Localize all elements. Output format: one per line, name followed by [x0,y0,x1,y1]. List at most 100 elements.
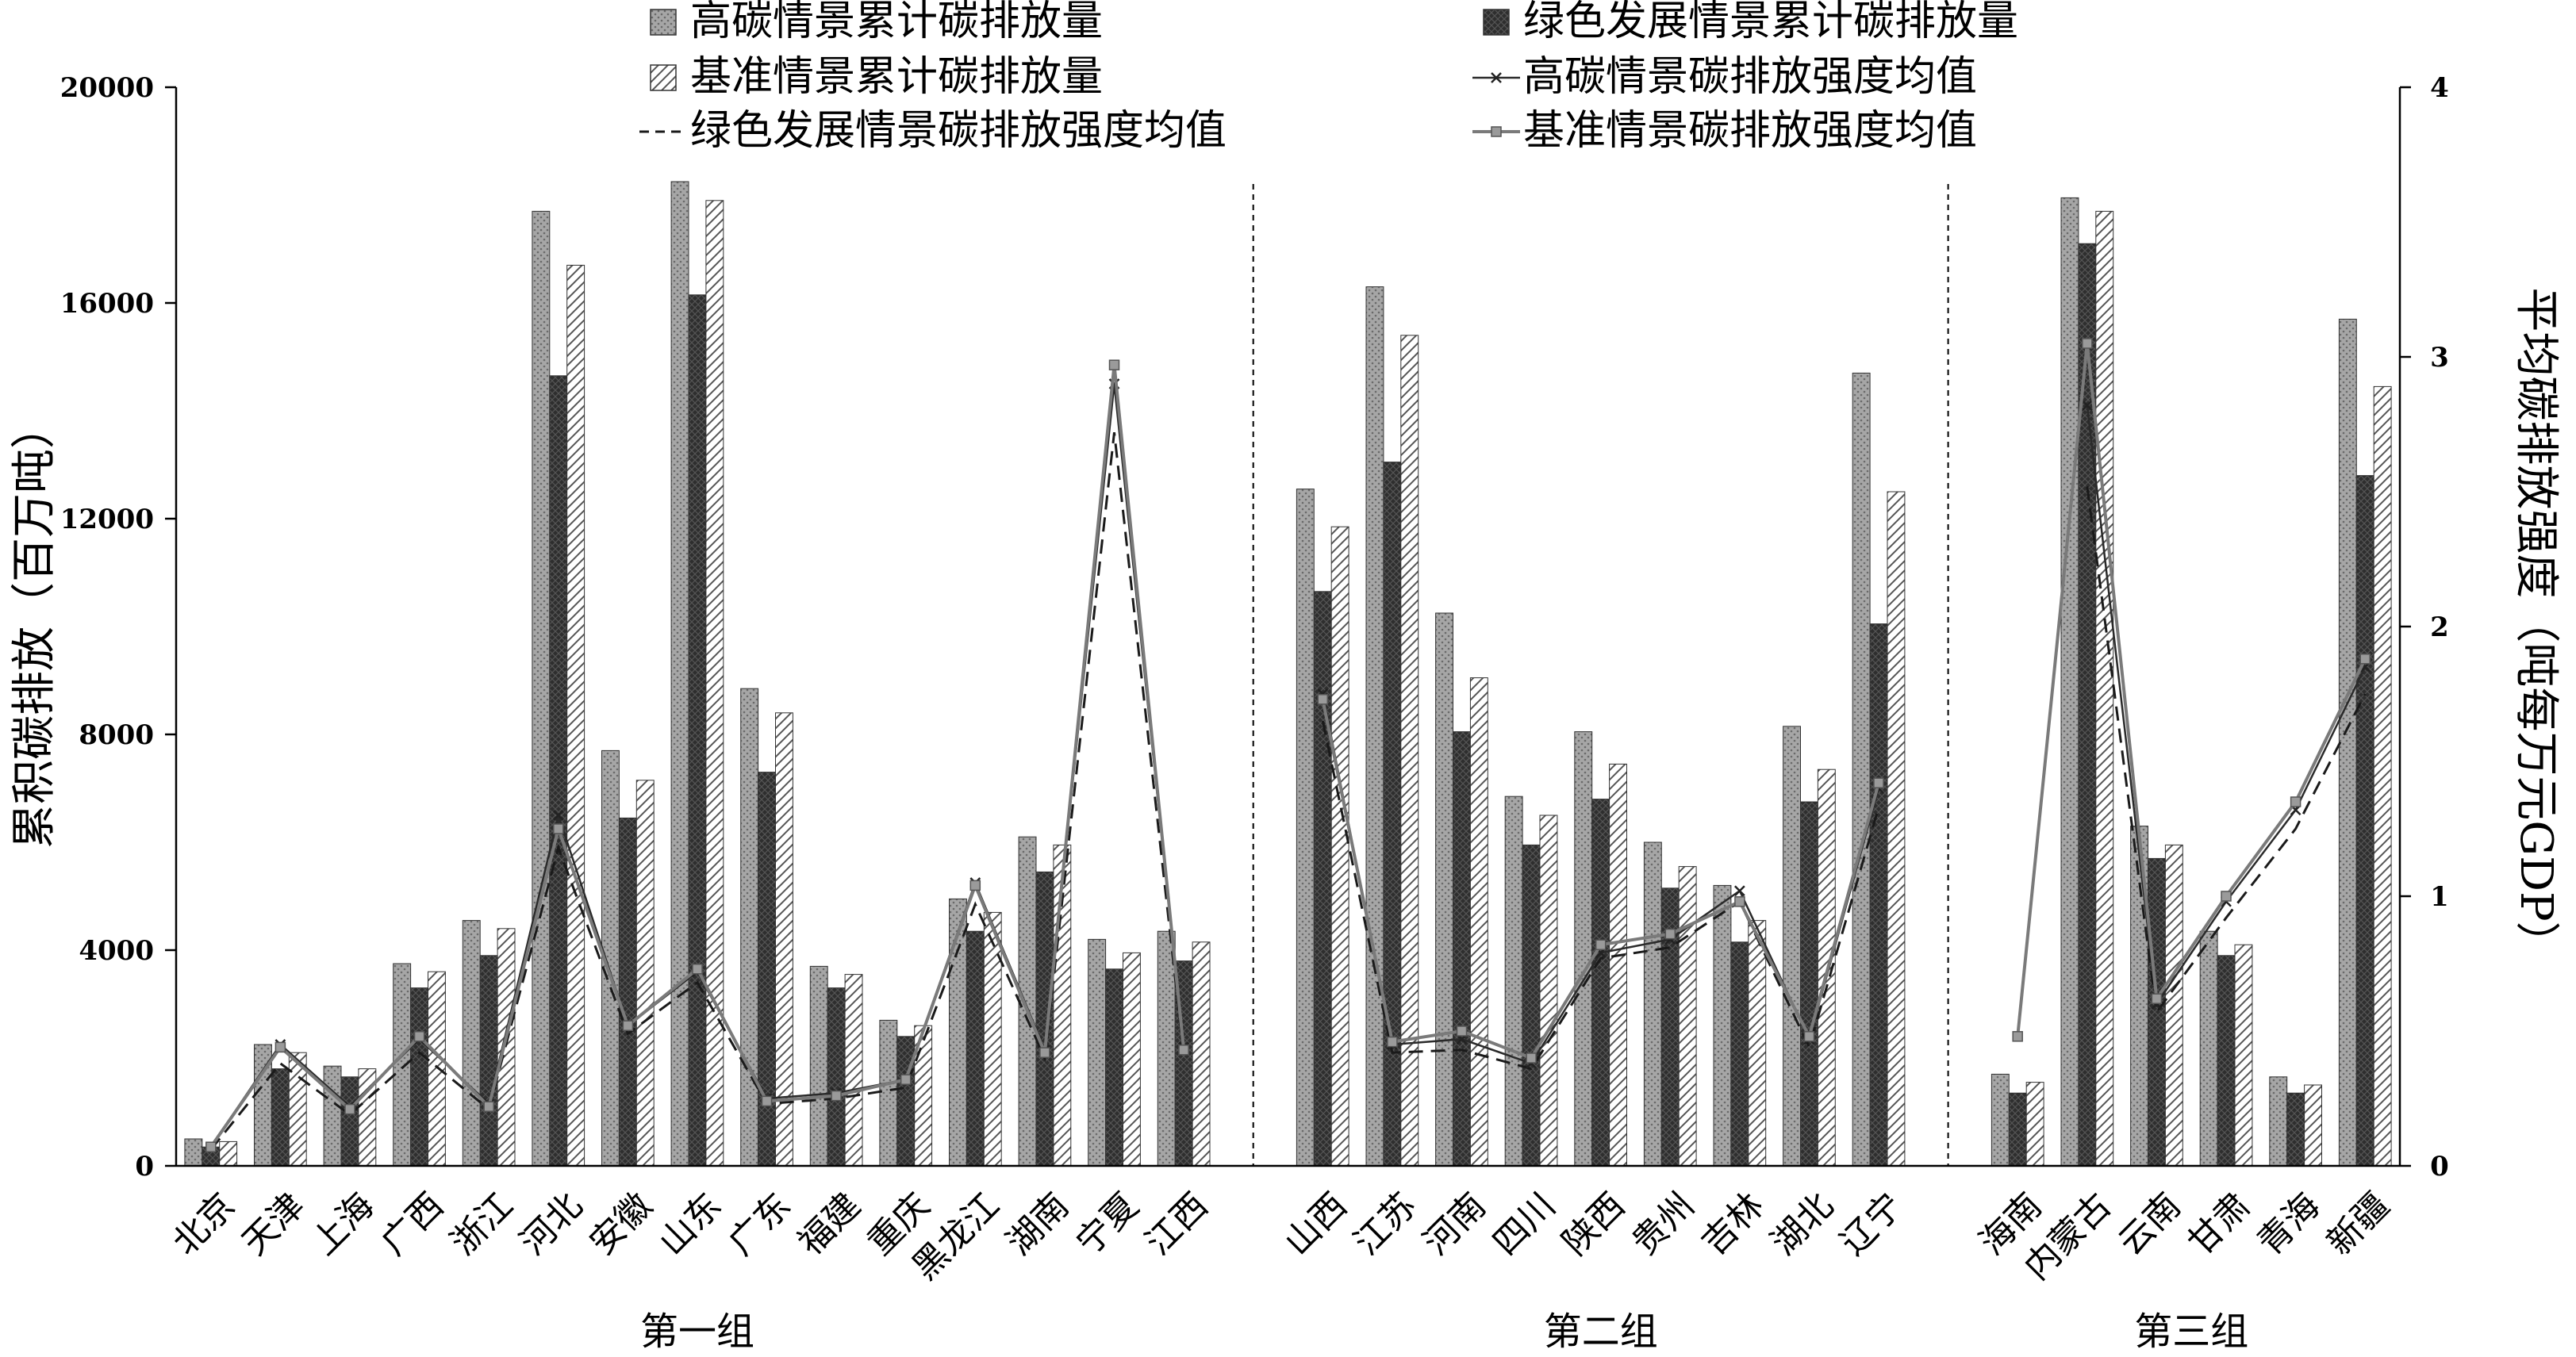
line-green-intensity [209,432,1185,1151]
bar-high-emission [1018,836,1037,1167]
line-base-intensity [2016,343,2367,1037]
category-label: 北京 [165,1185,243,1263]
point-base-intensity [2012,1031,2023,1042]
legend-label-high-emission: 高碳情景累计碳排放量 [690,0,1103,45]
bar-high-emission [1157,930,1176,1167]
bar-base-emission [2373,385,2392,1167]
point-base-intensity [1456,1025,1468,1037]
bar-green-emission [758,772,776,1167]
category-label: 宁夏 [1069,1185,1146,1263]
bar-base-emission [566,264,585,1167]
group-label: 第二组 [1544,1309,1658,1354]
legend-marker-high-intensity [1491,72,1502,83]
left-axis-title: 累积碳排放（百万吨） [9,404,60,849]
category-label: 江西 [1138,1185,1215,1263]
bar-high-emission [2130,826,2149,1167]
bar-high-emission [2269,1076,2288,1167]
bar-high-emission [1365,286,1384,1167]
bar-green-emission [966,930,985,1167]
category-label: 河南 [1416,1185,1494,1263]
bar-green-emission [2286,1092,2305,1167]
bar-green-emission [1800,801,1818,1167]
group-label: 第三组 [2134,1309,2248,1354]
bar-high-emission [1643,841,1662,1167]
point-base-intensity [1803,1031,1815,1042]
point-base-intensity [1664,928,1676,940]
left-tick-label: 0 [135,1151,154,1183]
point-base-intensity [1734,896,1745,907]
bar-green-emission [2078,243,2097,1167]
legend-label-base-intensity: 基准情景碳排放强度均值 [1523,107,1977,155]
point-base-intensity [1317,694,1329,705]
point-base-intensity [1178,1045,1189,1056]
bar-green-emission [549,375,568,1167]
left-tick-label: 8000 [79,719,154,751]
right-tick-label: 2 [2430,611,2449,643]
axes-layer [165,86,2411,1167]
category-label: 江苏 [1346,1185,1424,1263]
lines-layer [205,338,2371,1153]
bar-high-emission [462,920,481,1167]
category-label: 天津 [235,1185,313,1263]
category-label: 贵州 [1624,1185,1702,1263]
bar-base-emission [1469,677,1488,1167]
bar-base-emission [1678,866,1697,1167]
bar-base-emission [219,1140,238,1167]
bar-high-emission [2060,197,2079,1167]
legend-swatch-base-emission [650,64,677,91]
bar-high-emission [1504,795,1523,1167]
bar-base-emission [1123,952,1141,1167]
category-label: 福建 [790,1185,868,1263]
point-base-intensity [969,880,981,891]
bar-green-emission [271,1068,290,1167]
bar-base-emission [844,974,863,1167]
bar-high-emission [809,965,828,1167]
bar-green-emission [410,987,428,1167]
category-label: 山西 [1276,1185,1354,1263]
category-label: 陕西 [1555,1185,1633,1263]
left-tick-label: 16000 [60,288,154,320]
bar-green-emission [479,955,498,1167]
left-tick-label: 12000 [60,504,154,535]
bar-high-emission [1296,489,1315,1167]
point-base-intensity [692,964,703,975]
bar-green-emission [896,1036,916,1167]
line-high-intensity [2086,405,2367,1007]
legend-swatch-high-emission [650,9,677,36]
bar-high-emission [1574,731,1593,1167]
point-base-intensity [483,1101,494,1112]
point-base-intensity [274,1041,286,1053]
point-base-intensity [1595,939,1607,950]
bar-green-emission [1591,799,1610,1167]
bar-green-emission [2355,475,2374,1167]
bar-high-emission [740,688,759,1167]
category-label: 四川 [1485,1185,1563,1263]
bar-green-emission [1453,731,1471,1167]
bar-high-emission [879,1019,898,1167]
point-base-intensity [1526,1052,1537,1064]
point-high-intensity [1733,885,1745,897]
point-high-intensity [552,810,564,821]
bar-base-emission [2304,1084,2323,1167]
bar-base-emission [635,780,655,1167]
category-label: 湖南 [999,1185,1077,1263]
bar-green-emission [1383,462,1402,1167]
bar-green-emission [827,987,846,1167]
bar-high-emission [1783,726,1802,1167]
bar-green-emission [1105,968,1123,1167]
bar-base-emission [428,971,446,1167]
bar-high-emission [2199,930,2218,1167]
legend-label-green-intensity: 绿色发展情景碳排放强度均值 [690,107,1227,155]
bar-high-emission [393,963,412,1167]
group-label: 第一组 [640,1309,754,1354]
point-base-intensity [1873,777,1884,788]
point-base-intensity [1039,1047,1050,1058]
bar-green-emission [1035,871,1054,1167]
bar-high-emission [1713,884,1732,1167]
category-label: 安徽 [582,1185,660,1263]
point-base-intensity [900,1074,912,1085]
category-label: 湖北 [1764,1185,1841,1263]
point-base-intensity [2151,993,2163,1004]
point-base-intensity [205,1141,217,1152]
bars-layer [184,181,2392,1167]
